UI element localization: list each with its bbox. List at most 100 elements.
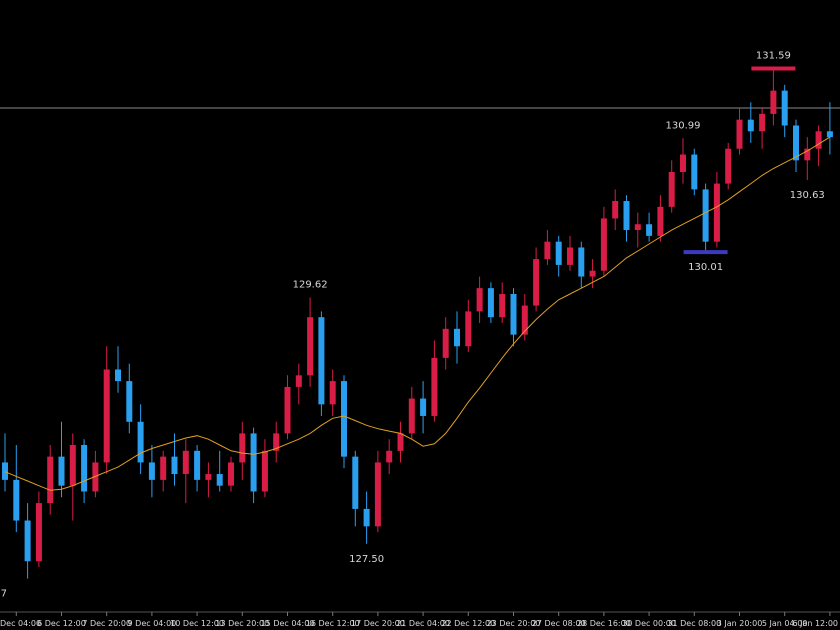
candle-body bbox=[103, 369, 110, 463]
candle-body bbox=[341, 381, 347, 457]
candle-body bbox=[2, 462, 8, 480]
x-tick-label: 21 Dec 04:00 bbox=[396, 619, 450, 628]
candle-body bbox=[408, 398, 415, 434]
x-tick-label: 10 Dec 12:00 bbox=[170, 619, 224, 628]
candle-body bbox=[329, 381, 336, 405]
x-tick-label: 27 Dec 08:00 bbox=[532, 619, 586, 628]
candle-body bbox=[13, 479, 20, 521]
candle-body bbox=[793, 125, 799, 161]
candle-body bbox=[668, 171, 675, 207]
x-tick-label: 30 Dec 00:00 bbox=[622, 619, 676, 628]
candle-body bbox=[578, 247, 585, 277]
candle-body bbox=[555, 241, 562, 265]
candle-body bbox=[69, 445, 76, 486]
candle-body bbox=[747, 119, 754, 132]
candle-body bbox=[725, 148, 732, 184]
candle-body bbox=[431, 357, 438, 416]
candle-body bbox=[623, 201, 630, 231]
candle-body bbox=[657, 206, 664, 236]
candle-body bbox=[363, 508, 370, 527]
candle-body bbox=[228, 462, 234, 486]
extreme-label: 130.63 bbox=[790, 190, 825, 201]
x-tick-label: 9 Dec 04:00 bbox=[128, 619, 177, 628]
candle-body bbox=[646, 224, 653, 236]
candle-body bbox=[126, 381, 133, 422]
candle-body bbox=[442, 328, 449, 358]
candle-body bbox=[261, 450, 268, 492]
candle-body bbox=[476, 288, 483, 312]
candle-body bbox=[397, 433, 404, 451]
x-tick-label: 6 Jan 12:00 bbox=[792, 619, 838, 628]
candle-body bbox=[420, 398, 427, 416]
extreme-label: 127.50 bbox=[349, 554, 384, 565]
candle-body bbox=[182, 450, 189, 475]
candle-body bbox=[567, 247, 573, 265]
x-tick-label: 23 Dec 20:00 bbox=[487, 619, 541, 628]
candle-body bbox=[194, 450, 201, 480]
x-tick-label: 28 Dec 16:00 bbox=[577, 619, 631, 628]
candle-body bbox=[374, 462, 381, 527]
candle-body bbox=[295, 375, 302, 387]
candle-body bbox=[318, 317, 325, 405]
candle-body bbox=[284, 386, 291, 434]
candle-body bbox=[533, 259, 540, 306]
candle-body bbox=[92, 462, 99, 492]
candle-body bbox=[58, 456, 65, 486]
candle-body bbox=[81, 445, 88, 492]
candle-body bbox=[781, 90, 788, 126]
candle-body bbox=[307, 317, 314, 376]
candle-body bbox=[47, 456, 54, 504]
x-tick-label: 16 Dec 12:00 bbox=[306, 619, 360, 628]
candle-body bbox=[600, 218, 607, 271]
candle-body bbox=[612, 201, 619, 219]
x-tick-label: 17 Dec 20:00 bbox=[351, 619, 405, 628]
x-tick-label: Dec 04:00 bbox=[0, 619, 41, 628]
candle-body bbox=[137, 421, 144, 463]
extreme-label: 130.01 bbox=[688, 262, 723, 273]
candle-body bbox=[250, 433, 257, 492]
candle-body bbox=[702, 189, 709, 242]
extreme-label: 129.62 bbox=[293, 279, 328, 290]
extreme-label: 07 bbox=[0, 589, 7, 600]
x-tick-label: 7 Dec 20:00 bbox=[82, 619, 131, 628]
candle-body bbox=[589, 270, 596, 277]
candle-body bbox=[826, 131, 833, 138]
candle-body bbox=[24, 520, 31, 562]
candle-body bbox=[216, 474, 223, 486]
x-tick-label: 3 Jan 20:00 bbox=[717, 619, 763, 628]
extreme-label: 131.59 bbox=[756, 51, 791, 62]
candle-body bbox=[148, 462, 155, 480]
candle-body bbox=[115, 369, 121, 382]
candle-body bbox=[759, 113, 766, 132]
candle-body bbox=[634, 224, 641, 231]
candle-body bbox=[510, 293, 517, 335]
candle-body bbox=[454, 328, 460, 347]
x-tick-label: 22 Dec 12:00 bbox=[441, 619, 495, 628]
candle-body bbox=[713, 183, 720, 242]
candle-body bbox=[465, 311, 472, 347]
candle-body bbox=[770, 90, 777, 114]
x-tick-label: 15 Dec 04:00 bbox=[261, 619, 315, 628]
x-tick-label: 6 Dec 12:00 bbox=[37, 619, 86, 628]
candle-body bbox=[352, 456, 359, 509]
x-tick-label: 31 Dec 08:00 bbox=[667, 619, 721, 628]
candle-body bbox=[160, 456, 167, 480]
x-tick-label: 13 Dec 20:00 bbox=[215, 619, 269, 628]
candle-body bbox=[171, 456, 178, 475]
extreme-label: 130.99 bbox=[666, 120, 701, 131]
candle-body bbox=[205, 474, 212, 480]
candle-body bbox=[521, 305, 528, 335]
x-tick-label: 5 Jan 04:00 bbox=[762, 619, 808, 628]
moving-average bbox=[4, 136, 831, 491]
candle-body bbox=[35, 503, 42, 562]
candle-body bbox=[273, 433, 280, 451]
candle-body bbox=[691, 154, 698, 190]
candle-body bbox=[487, 288, 494, 318]
candle-body bbox=[815, 131, 822, 149]
candle-body bbox=[680, 154, 686, 172]
candle-body bbox=[499, 293, 506, 318]
candle-body bbox=[239, 433, 246, 463]
